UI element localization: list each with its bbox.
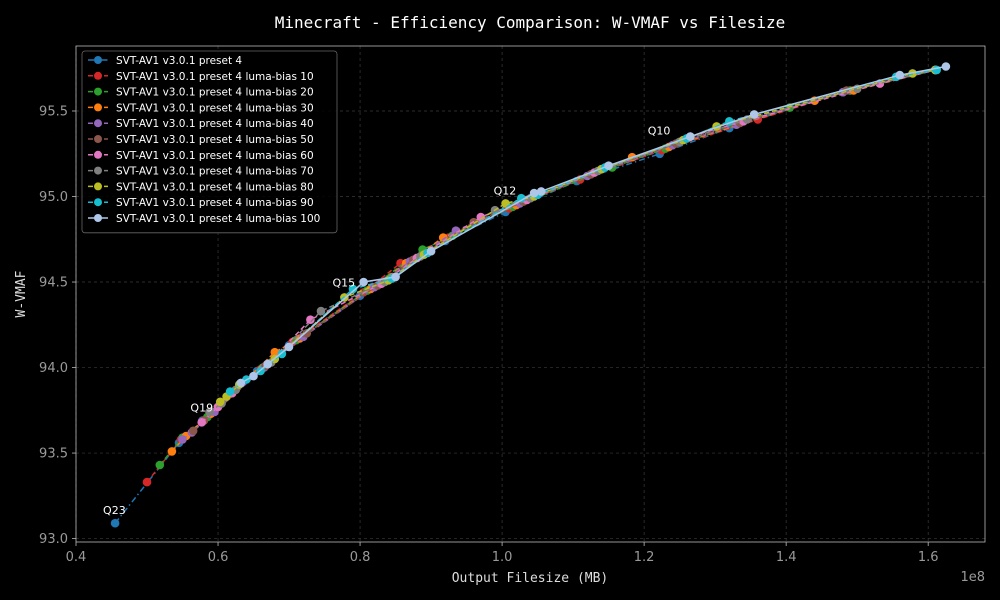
data-point <box>142 477 152 487</box>
legend: SVT-AV1 v3.0.1 preset 4 SVT-AV1 v3.0.1 pr… <box>81 50 338 234</box>
data-point <box>359 277 368 287</box>
data-point <box>476 212 486 222</box>
annotation-label: Q19 <box>190 402 213 415</box>
legend-entry: SVT-AV1 v3.0.1 preset 4 luma-bias 100 <box>116 213 320 225</box>
data-point <box>517 193 526 203</box>
annotation-label: Q15 <box>332 277 355 290</box>
legend-swatch-marker <box>94 214 102 222</box>
data-point <box>686 132 695 141</box>
data-point <box>197 418 206 427</box>
x-tick-label: 0.6 <box>208 550 229 565</box>
legend-swatch-marker <box>94 119 102 128</box>
annotation-label: Q12 <box>494 184 517 197</box>
legend-entry: SVT-AV1 v3.0.1 preset 4 luma-bias 30 <box>116 102 314 114</box>
data-point <box>225 387 235 396</box>
annotations: Q23 Q19 Q15 Q12 Q10 <box>103 124 670 517</box>
data-point <box>215 397 225 407</box>
data-point <box>306 315 315 325</box>
y-tick-label: 93.5 <box>39 447 68 462</box>
annotation-label: Q10 <box>648 124 671 137</box>
series-10 <box>236 62 951 388</box>
x-tick-label: 1.2 <box>634 550 655 565</box>
plot-frame <box>75 45 986 543</box>
data-point <box>932 65 941 75</box>
legend-swatch-marker <box>94 71 102 80</box>
data-point <box>302 329 312 338</box>
series-line <box>229 69 937 393</box>
legend-entry: SVT-AV1 v3.0.1 preset 4 luma-bias 70 <box>116 166 314 178</box>
legend-entry: SVT-AV1 v3.0.1 preset 4 luma-bias 10 <box>116 71 314 83</box>
legend-entry: SVT-AV1 v3.0.1 preset 4 <box>116 55 242 67</box>
data-point <box>155 460 165 470</box>
legend-swatch-marker <box>94 135 102 143</box>
legend-swatch-marker <box>94 182 102 191</box>
data-point <box>263 359 273 369</box>
x-tick-label: 1.6 <box>918 550 939 565</box>
y-axis: 93.0 93.5 94.0 94.5 95.0 95.5 <box>39 104 76 547</box>
data-point <box>316 306 326 316</box>
y-tick-label: 94.0 <box>39 361 68 376</box>
legend-entry: SVT-AV1 v3.0.1 preset 4 luma-bias 40 <box>116 118 314 130</box>
legend-entry: SVT-AV1 v3.0.1 preset 4 luma-bias 20 <box>116 87 314 99</box>
data-point <box>188 426 198 436</box>
data-point <box>529 188 539 198</box>
legend-box <box>81 50 338 234</box>
data-point <box>941 62 951 71</box>
legend-entry: SVT-AV1 v3.0.1 preset 4 luma-bias 90 <box>116 197 314 209</box>
data-point <box>604 161 613 170</box>
legend-entry: SVT-AV1 v3.0.1 preset 4 luma-bias 60 <box>116 150 314 162</box>
data-point <box>205 407 214 417</box>
legend-entry: SVT-AV1 v3.0.1 preset 4 luma-bias 80 <box>116 181 314 193</box>
data-point <box>895 70 905 80</box>
data-point <box>270 347 280 357</box>
x-tick-label: 1.4 <box>776 550 797 565</box>
chart-title: Minecraft - Efficiency Comparison: W-VMA… <box>275 13 786 32</box>
data-point <box>178 435 187 444</box>
data-point <box>110 518 120 528</box>
series-lines <box>110 62 951 528</box>
data-point <box>284 342 294 352</box>
y-axis-label: W-VMAF <box>14 270 29 317</box>
data-point <box>536 187 546 196</box>
data-point <box>451 226 461 235</box>
x-tick-label: 1.0 <box>492 550 513 565</box>
legend-swatch-marker <box>94 56 102 64</box>
data-point <box>391 272 400 282</box>
x-tick-label: 0.4 <box>66 550 87 565</box>
data-point <box>236 378 246 388</box>
x-axis-label: Output Filesize (MB) <box>452 571 609 586</box>
data-point <box>749 110 759 119</box>
data-point <box>249 371 258 381</box>
data-point <box>167 447 177 456</box>
series-line <box>240 65 947 384</box>
y-tick-label: 95.0 <box>39 190 68 205</box>
legend-swatch-marker <box>94 166 102 175</box>
legend-swatch-marker <box>94 198 102 207</box>
y-tick-label: 93.0 <box>39 532 68 547</box>
y-tick-label: 94.5 <box>39 276 68 291</box>
x-offset-label: 1e8 <box>960 570 985 585</box>
data-point <box>426 246 436 256</box>
annotation-label: Q23 <box>103 504 126 517</box>
legend-entry: SVT-AV1 v3.0.1 preset 4 luma-bias 50 <box>116 134 314 146</box>
legend-swatch-marker <box>94 103 102 112</box>
data-point <box>348 284 358 294</box>
legend-swatch-marker <box>94 87 102 96</box>
legend-swatch-marker <box>94 150 102 159</box>
x-axis: 0.4 0.6 0.8 1.0 1.2 1.4 1.6 <box>66 542 939 565</box>
x-tick-label: 0.8 <box>350 550 371 565</box>
y-tick-label: 95.5 <box>39 104 68 119</box>
